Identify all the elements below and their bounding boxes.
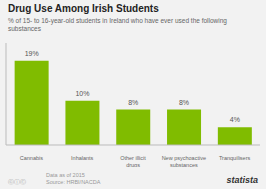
svg-text:4%: 4%	[230, 116, 240, 123]
svg-text:New psychoactivesubstances: New psychoactivesubstances	[162, 155, 206, 167]
svg-text:8%: 8%	[179, 99, 189, 106]
svg-text:Inhalants: Inhalants	[71, 155, 94, 161]
html-text:statista: statista	[226, 175, 258, 185]
html-text:Data as of 2015: Data as of 2015	[46, 172, 85, 178]
html-text:Source: HRBI/NACDA: Source: HRBI/NACDA	[46, 179, 101, 185]
svg-text:Tranquilisers: Tranquilisers	[219, 155, 251, 161]
svg-text:Other illicitdrugs: Other illicitdrugs	[120, 155, 146, 167]
html-text:% of 15- to 16-year-old studen: % of 15- to 16-year-old students in Irel…	[8, 17, 227, 32]
html-text:Drug Use Among Irish Students: Drug Use Among Irish Students	[8, 3, 159, 14]
svg-text:10%: 10%	[75, 90, 89, 97]
svg-text:Cannabis: Cannabis	[20, 155, 43, 161]
svg-text:19%: 19%	[25, 50, 39, 57]
svg-text:8%: 8%	[128, 99, 138, 106]
